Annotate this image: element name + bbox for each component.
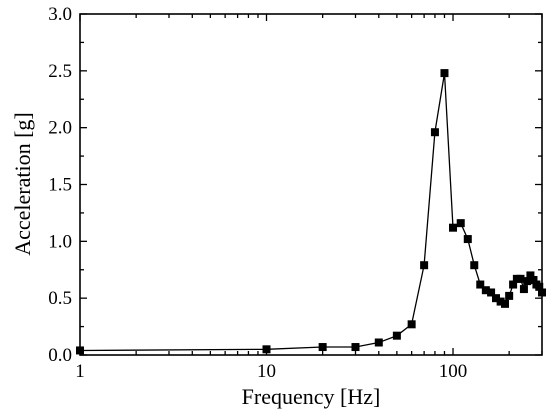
series-line	[79, 72, 543, 352]
data-point	[481, 286, 490, 295]
data-point	[535, 282, 544, 291]
data-point	[351, 343, 360, 352]
data-point	[505, 291, 514, 300]
series-markers	[76, 69, 546, 355]
data-point	[407, 320, 416, 329]
data-point	[538, 288, 546, 297]
data-point	[456, 219, 465, 228]
data-point	[491, 294, 500, 303]
data-point	[476, 280, 485, 289]
x-tick-label: 100	[439, 361, 468, 382]
data-point	[420, 261, 429, 270]
data-point	[529, 275, 538, 284]
data-point	[487, 288, 496, 297]
y-axis-title: Acceleration [g]	[10, 112, 35, 256]
y-tick-label: 1.5	[48, 175, 72, 196]
x-tick-label: 10	[257, 361, 276, 382]
data-point	[430, 128, 439, 137]
y-tick-label: 3.0	[48, 4, 72, 25]
data-point	[262, 345, 271, 354]
data-point	[519, 285, 528, 294]
data-point	[318, 343, 327, 352]
data-point	[374, 338, 383, 347]
data-point	[523, 277, 532, 286]
y-tick-label: 0.5	[48, 288, 72, 309]
data-point	[501, 299, 510, 308]
data-point	[516, 274, 525, 283]
data-point	[392, 331, 401, 340]
data-point	[449, 223, 458, 232]
data-point	[496, 297, 505, 306]
data-point	[440, 69, 449, 78]
plot-frame	[79, 13, 543, 356]
y-tick-label: 1.0	[48, 231, 72, 252]
x-axis-title: Frequency [Hz]	[242, 384, 381, 409]
x-axis: 1 10 100	[75, 14, 543, 382]
y-axis: 0.0 0.5 1.0 1.5 2.0 2.5 3.0	[48, 4, 542, 366]
data-point	[470, 261, 479, 270]
y-tick-label: 2.5	[48, 61, 72, 82]
data-point	[526, 271, 535, 280]
data-point	[76, 346, 84, 355]
x-tick-label: 1	[75, 361, 85, 382]
data-point	[463, 235, 472, 244]
data-point	[509, 280, 518, 289]
y-tick-label: 0.0	[48, 345, 72, 366]
y-tick-label: 2.0	[48, 118, 72, 139]
